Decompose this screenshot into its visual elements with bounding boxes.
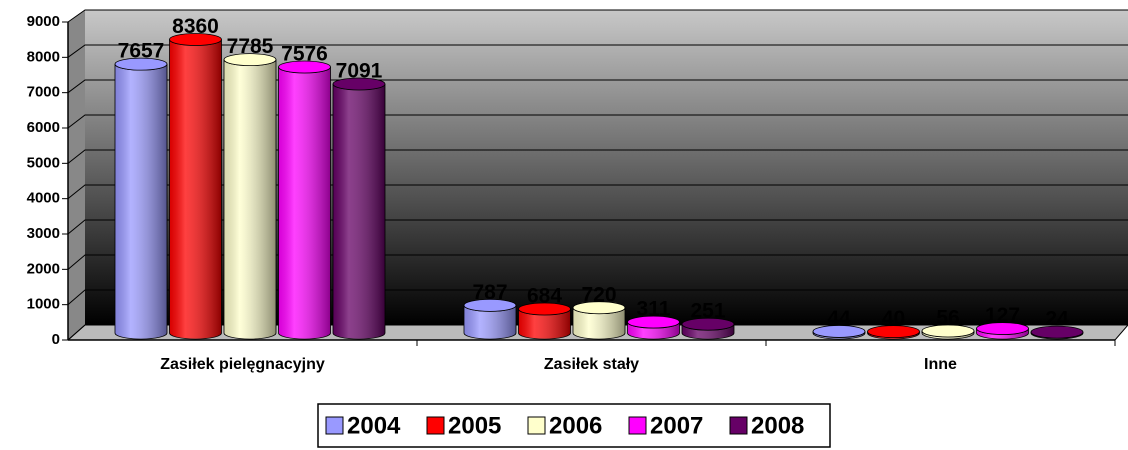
data-label: 40 (882, 307, 905, 330)
bar-shade (278, 66, 331, 339)
y-tick-label: 2000 (27, 260, 60, 277)
bar-top (169, 33, 222, 46)
bar-top (463, 298, 517, 312)
bar-shade (682, 324, 734, 339)
bar-shade (115, 64, 167, 339)
bar-top (921, 324, 975, 338)
legend-swatch (729, 416, 748, 435)
data-label: 251 (690, 300, 725, 323)
bar-top (681, 317, 735, 331)
bar-top (867, 325, 920, 338)
bar-shade (922, 331, 974, 339)
grid-line (67, 79, 1128, 94)
grid-line (67, 44, 1128, 58)
bar-top (627, 315, 680, 329)
data-label: 7657 (118, 40, 165, 63)
data-label: 56 (936, 307, 959, 330)
bar-shade (573, 307, 625, 339)
data-label: 7091 (336, 60, 383, 83)
grid-line (67, 9, 1128, 23)
data-label: 684 (527, 285, 562, 308)
y-tick-label: 5000 (27, 154, 60, 171)
data-label: 24 (1045, 308, 1069, 331)
bar-shade (224, 59, 276, 339)
y-tick-label: 9000 (27, 13, 60, 30)
bar-shade (976, 328, 1029, 339)
data-label: 720 (581, 283, 616, 306)
bar-shade (627, 322, 680, 339)
bar-shade (518, 308, 571, 339)
y-tick-label: 1000 (27, 296, 60, 313)
legend-label: 2006 (549, 412, 602, 439)
grid-line (67, 219, 1128, 235)
grid-line (67, 289, 1128, 306)
bar-top (976, 322, 1029, 335)
side-wall (68, 10, 85, 340)
y-tick-label: 6000 (27, 119, 60, 136)
y-tick-label: 3000 (27, 225, 60, 242)
bar-top (1030, 325, 1084, 339)
legend-label: 2007 (650, 412, 703, 439)
data-label: 7785 (227, 35, 274, 58)
grid-line (67, 254, 1128, 270)
legend-swatch (628, 416, 647, 435)
legend-swatch (325, 416, 344, 435)
grid-line (67, 324, 1128, 341)
bar-top (518, 302, 571, 316)
y-tick-label: 7000 (27, 84, 60, 101)
bar-top (223, 53, 277, 67)
data-label: 311 (637, 298, 671, 321)
y-tick-label: 8000 (27, 48, 60, 65)
grid-line (67, 184, 1128, 200)
bar-shade (333, 84, 385, 339)
legend-label: 2005 (448, 412, 501, 439)
data-label: 44 (827, 307, 851, 330)
bar-top (114, 57, 168, 71)
x-tick-label: Zasiłek pielęgnacyjny (160, 356, 325, 373)
legend-swatch (426, 416, 445, 435)
grid-line (67, 114, 1128, 129)
bar-top (332, 77, 386, 91)
bar-shade (464, 305, 516, 339)
legend-label: 2004 (347, 412, 401, 439)
grid-line (67, 149, 1128, 164)
bar-shade (813, 331, 865, 339)
data-label: 787 (472, 281, 507, 304)
y-tick-label: 4000 (27, 190, 60, 207)
bar-top (572, 301, 626, 315)
bar-top (278, 60, 331, 74)
bar-top (812, 325, 866, 338)
x-tick-label: Inne (924, 356, 957, 373)
bar-shade (169, 39, 222, 340)
legend-swatch (527, 416, 546, 435)
x-tick-label: Zasiłek stały (544, 356, 639, 373)
data-label: 127 (985, 304, 1020, 327)
data-label: 7576 (281, 43, 328, 66)
legend-label: 2008 (751, 412, 804, 439)
data-label: 8360 (172, 15, 219, 38)
y-tick-label: 0 (52, 331, 60, 348)
